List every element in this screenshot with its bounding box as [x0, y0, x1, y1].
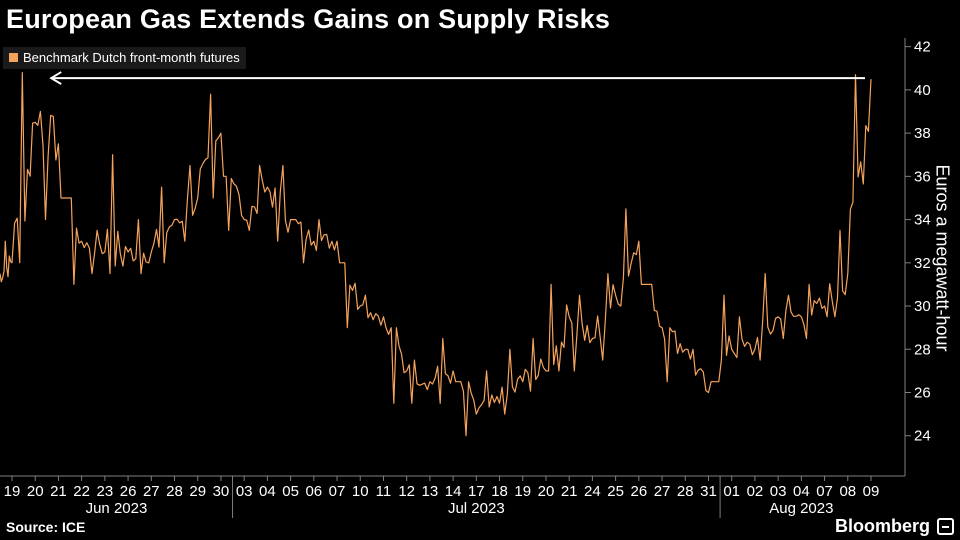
x-tick-label: 13: [422, 483, 439, 500]
y-tick-label: 28: [914, 341, 931, 358]
x-tick-label: 01: [723, 483, 740, 500]
x-tick-label: 04: [793, 483, 810, 500]
x-tick-label: 27: [143, 483, 160, 500]
y-tick-label: 32: [914, 255, 931, 272]
month-label: Aug 2023: [769, 500, 833, 517]
y-axis: 24 26 28 30 32 34 36 38 40 42: [904, 38, 931, 476]
annotation-arrow: [49, 71, 865, 85]
source-note: Source: ICE: [6, 519, 86, 535]
month-label: Jun 2023: [86, 500, 148, 517]
x-tick-label: 20: [538, 483, 555, 500]
y-axis-label: Euros a megawatt-hour: [932, 164, 953, 352]
x-tick-label: 24: [584, 483, 601, 500]
x-tick-label: 30: [213, 483, 230, 500]
price-line: [0, 71, 872, 437]
x-tick-label: 28: [677, 483, 694, 500]
x-tick-label: 26: [630, 483, 647, 500]
x-tick-label: 12: [398, 483, 415, 500]
y-tick-label: 36: [914, 168, 931, 185]
arrow-head: [49, 71, 62, 85]
legend-swatch: [9, 53, 18, 62]
legend: Benchmark Dutch front-month futures: [3, 47, 246, 69]
x-tick-label: 02: [747, 483, 764, 500]
legend-label: Benchmark Dutch front-month futures: [23, 50, 240, 65]
x-tick-label: 11: [376, 483, 392, 500]
y-tick-label: 40: [914, 82, 931, 99]
x-axis: 19 20 21 22 23 26 27 28 29 30 03 04 05 06 07 10 11 12 13 14…: [0, 475, 905, 518]
x-tick-label: 25: [607, 483, 624, 500]
x-tick-label: 31: [700, 483, 717, 500]
brand-logo: Bloomberg: [835, 516, 954, 537]
x-tick-label: 20: [27, 483, 44, 500]
x-tick-label: 28: [166, 483, 183, 500]
y-tick-label: 42: [914, 39, 931, 56]
x-tick-label: 03: [770, 483, 787, 500]
x-tick-label: 03: [236, 483, 253, 500]
price-series: [0, 71, 872, 437]
y-tick-label: 34: [914, 212, 931, 229]
x-tick-label: 10: [352, 483, 369, 500]
x-tick-label: 05: [282, 483, 299, 500]
x-tick-label: 21: [50, 483, 67, 500]
x-tick-label: 07: [329, 483, 346, 500]
x-tick-label: 27: [654, 483, 671, 500]
month-label: Jul 2023: [448, 500, 505, 517]
x-tick-label: 19: [4, 483, 21, 500]
y-tick-label: 30: [914, 298, 931, 315]
x-tick-label: 29: [189, 483, 206, 500]
x-tick-label: 09: [863, 483, 880, 500]
x-tick-label: 07: [816, 483, 833, 500]
brand-name: Bloomberg: [834, 516, 930, 536]
x-tick-label: 26: [120, 483, 137, 500]
x-tick-label: 18: [491, 483, 508, 500]
y-tick-label: 38: [914, 125, 931, 142]
x-tick-label: 06: [305, 483, 322, 500]
x-tick-label: 17: [468, 483, 485, 500]
x-tick-label: 04: [259, 483, 276, 500]
x-tick-label: 23: [97, 483, 114, 500]
chart-title: European Gas Extends Gains on Supply Ris…: [6, 4, 611, 34]
x-tick-label: 21: [561, 483, 578, 500]
y-tick-label: 26: [914, 385, 931, 402]
x-tick-label: 08: [839, 483, 856, 500]
bloomberg-terminal-icon: [937, 518, 954, 535]
x-tick-label: 14: [445, 483, 462, 500]
y-tick-label: 24: [914, 428, 931, 445]
x-tick-label: 19: [514, 483, 531, 500]
x-tick-label: 22: [73, 483, 90, 500]
